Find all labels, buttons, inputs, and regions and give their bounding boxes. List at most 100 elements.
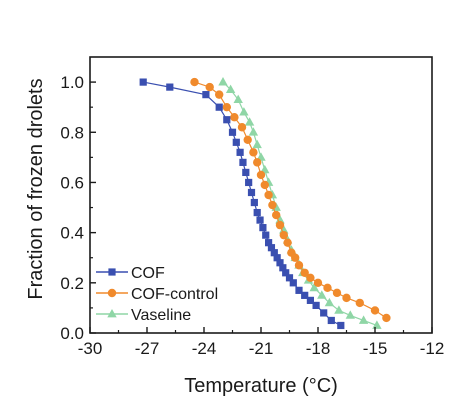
data-point-cof xyxy=(236,148,244,156)
data-point-cof xyxy=(250,198,258,207)
data-point-cof xyxy=(320,309,328,317)
data-point-cof xyxy=(267,244,276,252)
data-point-cof xyxy=(253,208,261,217)
data-point-cof-control xyxy=(268,200,277,210)
data-point-cof-control xyxy=(291,253,300,262)
data-point-cof xyxy=(139,78,147,86)
y-tick-label: 0.6 xyxy=(60,173,84,192)
data-point-cof xyxy=(295,286,303,294)
data-point-cof-control xyxy=(249,148,258,157)
data-point-vaseline xyxy=(317,290,327,299)
legend: COF COF-control Vaseline xyxy=(96,265,218,324)
data-point-vaseline xyxy=(345,310,355,319)
data-point-cof-control xyxy=(279,230,288,240)
data-point-cof-control xyxy=(253,158,262,167)
legend-label: Vaseline xyxy=(131,307,191,324)
data-point-cof xyxy=(282,269,290,277)
data-point-cof-control xyxy=(237,123,247,132)
data-point-vaseline xyxy=(275,215,285,224)
data-point-cof xyxy=(202,91,210,99)
data-point-cof-control xyxy=(306,273,315,282)
data-point-cof-control xyxy=(190,77,199,87)
axis-ticks: -30 -27 -24 -21 -18 -15 -12 0.0 0.2 0.4 0.6 0.8 1.0 xyxy=(60,73,444,358)
x-tick-label: -21 xyxy=(249,339,274,358)
data-point-cof xyxy=(279,264,287,272)
legend-item-cof: COF xyxy=(96,265,165,282)
data-point-cof-control xyxy=(275,220,285,230)
data-point-cof xyxy=(273,254,281,262)
data-point-cof xyxy=(285,274,294,282)
x-axis-title: Temperature (°C) xyxy=(184,375,338,397)
data-point-cof-control xyxy=(382,313,391,323)
data-point-cof xyxy=(215,103,223,111)
data-point-vaseline xyxy=(225,84,236,93)
data-point-cof xyxy=(262,231,270,239)
data-point-cof xyxy=(259,224,267,232)
data-point-cof xyxy=(306,296,314,304)
data-point-vaseline xyxy=(244,117,255,126)
data-point-vaseline xyxy=(372,320,382,329)
data-point-vaseline xyxy=(233,94,243,104)
data-point-cof-control xyxy=(313,278,323,288)
data-point-cof xyxy=(239,158,247,166)
data-point-cof-control xyxy=(264,190,273,200)
data-point-cof xyxy=(245,178,253,187)
data-point-cof xyxy=(247,188,256,197)
data-point-cof xyxy=(337,321,345,330)
data-point-cof-control xyxy=(256,170,266,180)
data-point-cof xyxy=(312,301,320,309)
legend-marker xyxy=(107,308,117,318)
data-point-cof xyxy=(276,259,284,267)
data-point-cof-control xyxy=(215,90,224,99)
data-point-vaseline xyxy=(252,139,262,149)
data-point-cof-control xyxy=(283,238,292,247)
data-point-cof-control xyxy=(294,261,304,270)
y-tick-label: 0.2 xyxy=(60,274,84,293)
data-point-vaseline xyxy=(309,282,319,292)
y-tick-label: 0.0 xyxy=(60,324,84,343)
data-point-cof-control xyxy=(300,268,309,277)
data-point-cof-control xyxy=(355,298,364,308)
data-point-cof xyxy=(223,116,231,124)
data-point-vaseline xyxy=(279,225,289,234)
data-point-cof-control xyxy=(342,293,351,303)
data-point-vaseline xyxy=(248,127,259,136)
legend-item-vaseline: Vaseline xyxy=(96,307,191,324)
y-axis-title: Fraction of frozen drolets xyxy=(25,78,47,299)
legend-marker xyxy=(108,268,116,276)
series-cof-control xyxy=(190,77,391,323)
x-tick-label: -30 xyxy=(78,339,103,358)
legend-item-cof-control: COF-control xyxy=(96,286,218,303)
data-point-cof-control xyxy=(230,113,239,122)
data-point-cof xyxy=(289,279,297,287)
data-point-vaseline xyxy=(324,297,335,307)
data-point-cof xyxy=(166,83,174,91)
x-tick-label: -27 xyxy=(135,339,160,358)
data-point-vaseline xyxy=(239,107,249,116)
legend-label: COF-control xyxy=(131,286,218,303)
data-point-cof-control xyxy=(243,135,252,144)
y-tick-label: 1.0 xyxy=(60,73,84,92)
data-point-vaseline xyxy=(334,305,344,314)
y-tick-label: 0.8 xyxy=(60,123,84,142)
legend-label: COF xyxy=(131,265,165,282)
data-point-cof-control xyxy=(332,288,342,298)
series-cof xyxy=(139,78,345,330)
data-point-cof-control xyxy=(323,283,332,293)
data-point-cof-control xyxy=(260,180,269,190)
data-point-cof xyxy=(270,249,278,257)
data-point-cof-control xyxy=(205,82,214,92)
x-tick-label: -15 xyxy=(363,339,388,358)
data-point-cof-control xyxy=(272,210,281,220)
data-point-cof xyxy=(301,291,309,299)
data-point-vaseline xyxy=(218,77,228,86)
x-tick-label: -24 xyxy=(192,339,217,358)
series-layer xyxy=(139,77,391,330)
data-point-cof-control xyxy=(370,306,380,315)
data-point-cof xyxy=(265,239,273,247)
data-point-cof xyxy=(232,138,240,146)
data-point-vaseline xyxy=(358,315,369,324)
data-point-cof xyxy=(327,316,335,325)
data-point-cof-control xyxy=(222,102,231,112)
